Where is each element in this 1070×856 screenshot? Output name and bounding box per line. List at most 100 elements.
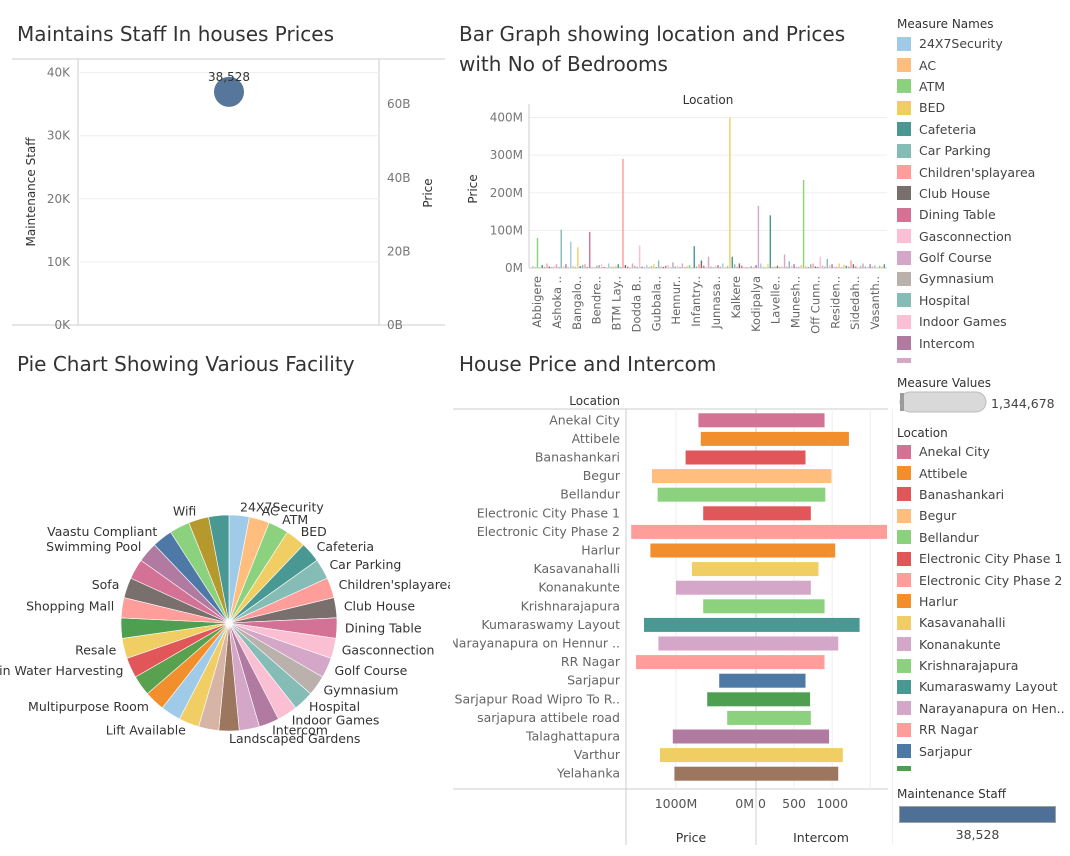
bar — [634, 265, 636, 268]
bar — [812, 263, 814, 268]
scatter-y2-axis-title: Price — [421, 178, 435, 207]
location-legend-item[interactable]: Electronic City Phase 2 — [897, 569, 1067, 590]
location-legend-label: Sarjapur — [919, 743, 972, 759]
bar — [845, 265, 848, 268]
bar — [679, 267, 681, 268]
hbar-row-label: Electronic City Phase 1 — [477, 505, 620, 520]
pie-slice-label: Vaastu Compliant — [47, 524, 157, 539]
measure-names-legend[interactable]: 24X7Security AC ATM BED Cafeteria Car Parking… — [897, 33, 1067, 363]
measure-names-legend-item[interactable]: Cafeteria — [897, 119, 1067, 140]
bar — [581, 264, 584, 268]
hbar-price-bar — [674, 766, 756, 781]
bar — [831, 264, 833, 268]
bar — [795, 266, 798, 268]
hbar-intercom-bar — [756, 450, 806, 465]
location-legend-item[interactable]: Banashankari — [897, 484, 1067, 505]
bar — [748, 267, 750, 268]
location-legend-item[interactable]: Anekal City — [897, 441, 1067, 462]
location-legend-item[interactable]: Konanakunte — [897, 634, 1067, 655]
hbar-row-label: Begur — [583, 468, 621, 483]
measure-names-legend-item[interactable]: Intercom — [897, 332, 1067, 353]
measure-names-legend-item[interactable]: 24X7Security — [897, 33, 1067, 54]
location-legend-item[interactable]: Kumaraswamy Layout — [897, 676, 1067, 697]
bar — [650, 266, 653, 268]
bar — [722, 263, 724, 268]
location-legend-item[interactable]: Harlur — [897, 591, 1067, 612]
measure-names-legend-label: Indoor Games — [919, 314, 1007, 330]
location-legend-item[interactable]: Bellandur — [897, 527, 1067, 548]
measure-names-legend-item[interactable]: AC — [897, 54, 1067, 75]
hbar-price-bar — [703, 599, 756, 614]
measure-names-legend-item[interactable]: Gasconnection — [897, 226, 1067, 247]
location-legend-item[interactable]: Sarjapur — [897, 740, 1067, 761]
measure-names-legend-label: Club House — [919, 185, 991, 201]
hbar-intercom-bar — [756, 617, 860, 632]
measure-names-legend-label: Gasconnection — [919, 228, 1012, 244]
bar — [866, 266, 869, 268]
bar-category-label: Bendre.. — [590, 276, 604, 324]
pie-slice-label: Rain Water Harvesting — [0, 663, 123, 678]
measure-values-title: Measure Values — [897, 376, 992, 390]
scatter-y2-tick-label: 60B — [387, 97, 411, 111]
location-legend-item[interactable]: Narayanapura on Hen.. — [897, 698, 1067, 719]
location-legend-item[interactable]: Krishnarajapura — [897, 655, 1067, 676]
bar — [850, 260, 852, 268]
hbar-row-label: Kasavanahalli — [534, 561, 620, 576]
measure-values-range-slider[interactable] — [897, 390, 989, 414]
measure-names-legend-item[interactable]: Car Parking — [897, 140, 1067, 161]
bar — [729, 117, 731, 269]
location-legend-swatch — [897, 530, 911, 545]
bar — [669, 267, 672, 268]
location-legend-item[interactable]: Begur — [897, 505, 1067, 526]
measure-names-legend-swatch — [897, 143, 911, 158]
hbar-price-bar — [644, 617, 756, 632]
bar-title-line1: Bar Graph showing location and Prices — [459, 22, 846, 46]
bar — [705, 266, 707, 268]
location-legend-label: Anekal City — [919, 444, 990, 460]
bar — [726, 266, 729, 268]
bar — [762, 266, 764, 268]
pie-slice-label: Sofa — [92, 577, 120, 592]
bar — [593, 267, 596, 268]
measure-names-legend-item[interactable]: Indoor Games — [897, 311, 1067, 332]
measure-names-legend-item[interactable]: Hospital — [897, 290, 1067, 311]
hbar-row-label: Anekal City — [549, 412, 620, 427]
location-legend-item[interactable] — [897, 762, 1067, 771]
price-intercom-bar-chart: Location Anekal City Attibele Banashankari B… — [453, 394, 893, 845]
location-legend-label: RR Nagar — [919, 722, 979, 738]
bar — [717, 264, 719, 268]
location-legend-label: Kumaraswamy Layout — [919, 679, 1058, 695]
bar — [698, 264, 700, 268]
bar — [627, 266, 629, 268]
scatter-y2-tick-label: 0B — [387, 318, 403, 332]
measure-names-legend-item[interactable]: BED — [897, 97, 1067, 118]
pie-slice-label: Club House — [344, 598, 416, 613]
hbar-row-label: Kumaraswamy Layout — [481, 617, 620, 632]
measure-names-legend-item[interactable]: Gymnasium — [897, 268, 1067, 289]
location-legend[interactable]: Anekal City Attibele Banashankari Begur Bell… — [897, 441, 1067, 771]
pie-slice-label: Intercom — [272, 723, 328, 738]
measure-names-legend-item[interactable]: Golf Course — [897, 247, 1067, 268]
hbar-row-label: Bellandur — [560, 487, 621, 502]
bar — [779, 267, 781, 268]
location-legend-label: Konanakunte — [919, 636, 1001, 652]
bar — [774, 266, 776, 268]
measure-names-legend-item[interactable]: Dining Table — [897, 204, 1067, 225]
maintenance-staff-title: Maintenance Staff — [897, 787, 1007, 801]
location-legend-item[interactable]: RR Nagar — [897, 719, 1067, 740]
location-legend-label: Narayanapura on Hen.. — [919, 700, 1065, 716]
location-legend-item[interactable]: Kasavanahalli — [897, 612, 1067, 633]
bar — [736, 266, 738, 268]
measure-names-legend-item[interactable]: ATM — [897, 76, 1067, 97]
measure-names-legend-item[interactable] — [897, 354, 1067, 363]
measure-names-legend-item[interactable]: Children'splayarea — [897, 161, 1067, 182]
location-legend-label: Electronic City Phase 2 — [919, 572, 1063, 588]
location-legend-item[interactable]: Electronic City Phase 1 — [897, 548, 1067, 569]
bar — [871, 266, 874, 268]
measure-names-legend-item[interactable]: Club House — [897, 183, 1067, 204]
location-legend-item[interactable]: Attibele — [897, 462, 1067, 483]
pie-slice-label: Cafeteria — [317, 539, 374, 554]
bar-category-label: Infantry.. — [689, 276, 703, 327]
bar — [605, 267, 608, 268]
location-legend-swatch — [897, 551, 911, 566]
